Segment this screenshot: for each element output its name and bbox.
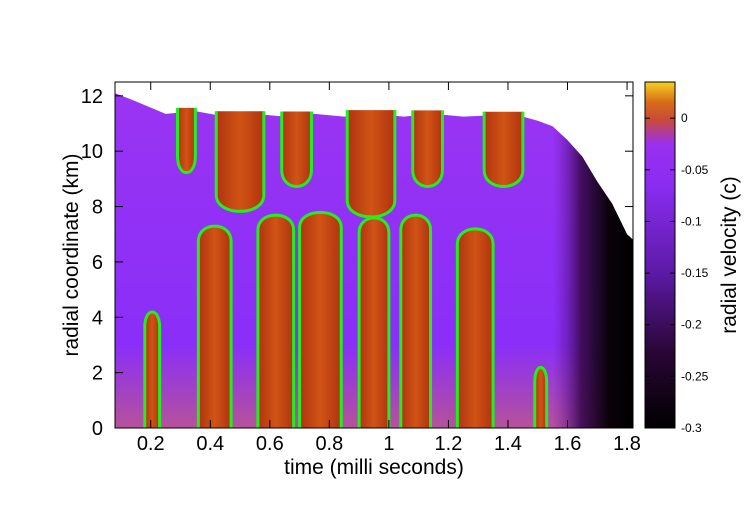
zero-contour-line: [482, 111, 525, 188]
zero-contour-line: [411, 110, 444, 188]
positive-band: [177, 107, 196, 173]
plot-area: 0.2 0.4 0.6 0.8 1 1.2 1.4 1.6 1.8 0 2 4 6 8 10 12: [81, 81, 641, 455]
x-tick-label: 0.4: [196, 433, 224, 455]
colorbar-tick-label: -0.1: [681, 214, 702, 228]
positive-band: [484, 111, 523, 187]
x-tick-label: 1.6: [554, 433, 582, 455]
colorbar-gradient: [644, 81, 676, 429]
x-axis-label: time (milli seconds): [284, 456, 464, 479]
positive-band: [534, 367, 547, 428]
zero-contour-line: [176, 107, 197, 175]
x-tick-label: 1.2: [435, 433, 463, 455]
y-tick-label: 12: [81, 86, 103, 108]
zero-contours: [143, 107, 549, 428]
colorbar: 0 -0.05 -0.1 -0.15 -0.2 -0.25 -0.3 radial velo…: [644, 81, 741, 435]
zero-contour-line: [196, 224, 233, 428]
x-axis: 0.2 0.4 0.6 0.8 1 1.2 1.4 1.6 1.8: [137, 82, 641, 455]
zero-contour-line: [298, 210, 343, 428]
positive-band: [412, 110, 443, 187]
positive-band: [257, 215, 294, 428]
y-axis: 0 2 4 6 8 10 12: [81, 86, 633, 440]
positive-band: [198, 226, 232, 428]
y-tick-label: 10: [81, 141, 103, 163]
positive-band: [299, 212, 342, 428]
positive-band: [216, 111, 264, 212]
positive-band: [457, 229, 494, 428]
plot-frame: [114, 81, 634, 429]
y-tick-label: 6: [92, 252, 103, 274]
positive-band: [144, 311, 160, 428]
colorbar-tick-label: -0.25: [681, 369, 709, 383]
x-tick-label: 0.6: [256, 433, 284, 455]
colorbar-tick-label: -0.2: [681, 318, 702, 332]
zero-contour-line: [143, 310, 162, 428]
colorbar-tick-label: -0.05: [681, 163, 709, 177]
x-tick-label: 1.8: [613, 433, 641, 455]
colorbar-label: radial velocity (c): [718, 176, 741, 334]
y-tick-label: 8: [92, 197, 103, 219]
zero-contour-line: [399, 213, 433, 428]
x-tick-label: 0.2: [137, 433, 165, 455]
positive-band: [347, 110, 395, 217]
zero-contour-line: [455, 227, 495, 428]
positive-band: [359, 218, 389, 428]
zero-contour-line: [256, 213, 296, 428]
y-tick-label: 4: [92, 307, 103, 329]
colorbar-tick-label: 0: [681, 111, 688, 125]
positive-band: [400, 215, 431, 428]
colorbar-tick-label: -0.3: [681, 421, 702, 435]
y-tick-label: 0: [92, 418, 103, 440]
zero-contour-line: [214, 111, 266, 213]
x-tick-label: 0.8: [315, 433, 343, 455]
zero-contour-line: [280, 111, 313, 188]
positive-band: [281, 111, 312, 187]
zero-contour-line: [533, 365, 549, 428]
y-tick-label: 2: [92, 363, 103, 385]
y-axis-label: radial coordinate (km): [60, 153, 83, 356]
collapse-region: [552, 126, 633, 428]
positive-velocity-bands: [144, 107, 547, 428]
zero-contour-line: [357, 216, 391, 428]
x-tick-label: 1.4: [494, 433, 522, 455]
x-tick-label: 1: [383, 433, 394, 455]
colorbar-tick-label: -0.15: [681, 266, 709, 280]
colorbar-ticks: 0 -0.05 -0.1 -0.15 -0.2 -0.25 -0.3: [645, 111, 709, 435]
